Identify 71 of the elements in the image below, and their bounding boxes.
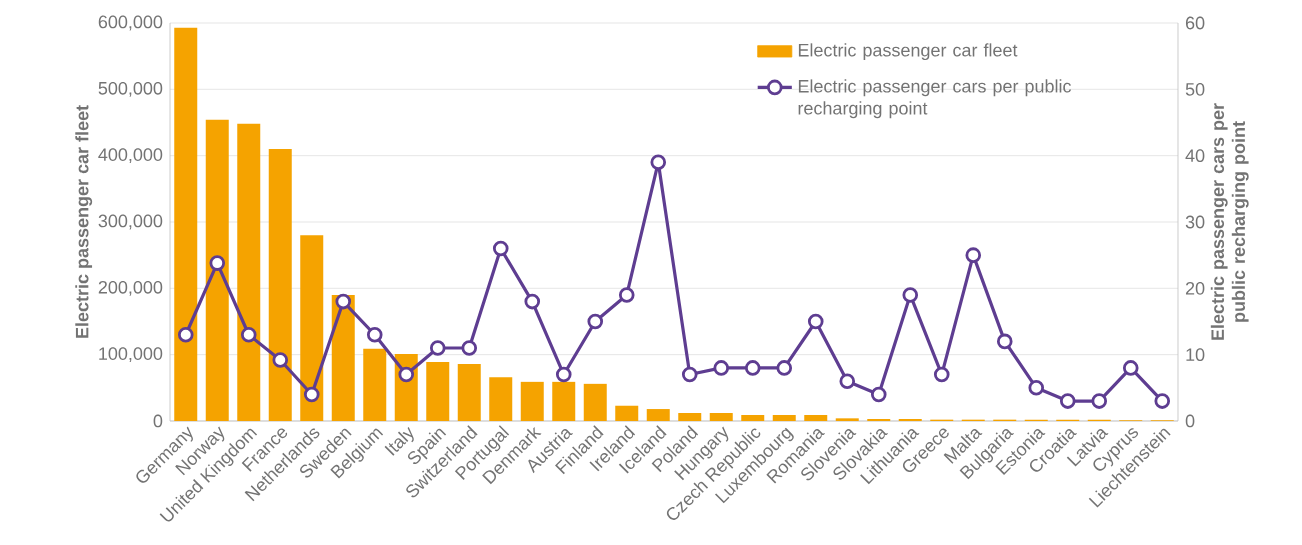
point bbox=[461, 340, 478, 356]
point bbox=[429, 340, 446, 356]
bar bbox=[615, 405, 639, 421]
point bbox=[240, 326, 257, 343]
point bbox=[933, 366, 950, 383]
legend-label: Electric passenger car fleet bbox=[798, 43, 1018, 61]
point bbox=[902, 287, 919, 303]
bar bbox=[268, 149, 292, 421]
bar bbox=[646, 409, 670, 421]
bar bbox=[426, 361, 450, 421]
bar bbox=[489, 377, 513, 421]
y-axis-title: Electric passenger car fleet bbox=[75, 105, 93, 338]
bar bbox=[457, 363, 481, 421]
bar bbox=[331, 294, 355, 421]
point bbox=[650, 154, 667, 171]
y2-tick-label: 50 bbox=[1185, 82, 1205, 96]
bar bbox=[300, 235, 324, 421]
point bbox=[1028, 380, 1045, 396]
y-tick-label: 200,000 bbox=[98, 280, 163, 296]
y2-axis-title: Electric passenger cars per public recharging point bbox=[1210, 103, 1249, 340]
point bbox=[1154, 393, 1171, 409]
point bbox=[618, 287, 635, 303]
point bbox=[965, 247, 982, 263]
y-tick-label: 400,000 bbox=[98, 148, 163, 164]
bar bbox=[237, 123, 261, 421]
point bbox=[303, 386, 320, 403]
point bbox=[807, 313, 824, 330]
point bbox=[272, 352, 289, 368]
point bbox=[776, 360, 793, 376]
point bbox=[398, 366, 415, 383]
point bbox=[1059, 393, 1076, 409]
point bbox=[713, 360, 730, 376]
y-tick-label: 600,000 bbox=[98, 15, 163, 31]
y2-tick-label: 20 bbox=[1185, 281, 1205, 295]
y2-tick-label: 10 bbox=[1186, 348, 1205, 362]
y-tick-label: 300,000 bbox=[98, 214, 163, 230]
point bbox=[335, 293, 352, 310]
y-tick-label: 500,000 bbox=[98, 81, 163, 97]
point bbox=[744, 360, 761, 376]
bar bbox=[174, 27, 198, 421]
point bbox=[209, 255, 226, 271]
bar bbox=[520, 381, 544, 421]
bar bbox=[552, 381, 576, 421]
bar bbox=[772, 415, 796, 421]
bar bbox=[835, 418, 859, 421]
bar bbox=[804, 415, 828, 421]
point bbox=[1091, 393, 1108, 409]
y-tick-label: 0 bbox=[153, 414, 163, 428]
y2-tick-label: 0 bbox=[1185, 414, 1195, 428]
y2-tick-label: 40 bbox=[1185, 149, 1205, 163]
bar bbox=[709, 413, 733, 421]
y-tick-label: 100,000 bbox=[99, 347, 163, 363]
point bbox=[177, 326, 194, 343]
bar bbox=[205, 119, 229, 421]
bar bbox=[583, 383, 607, 421]
point bbox=[366, 326, 383, 343]
point bbox=[587, 313, 604, 330]
bar bbox=[741, 415, 765, 421]
point bbox=[870, 386, 887, 403]
point bbox=[524, 293, 541, 310]
point bbox=[681, 366, 698, 383]
point bbox=[492, 240, 509, 257]
point bbox=[555, 366, 572, 383]
point bbox=[1122, 360, 1139, 376]
bar bbox=[678, 413, 702, 421]
y2-tick-label: 30 bbox=[1185, 215, 1205, 229]
legend-label: Electric passenger cars per public recharging point bbox=[798, 79, 1072, 119]
point bbox=[839, 373, 856, 389]
y2-tick-label: 60 bbox=[1185, 16, 1205, 30]
point bbox=[996, 333, 1013, 350]
bar bbox=[363, 348, 387, 421]
